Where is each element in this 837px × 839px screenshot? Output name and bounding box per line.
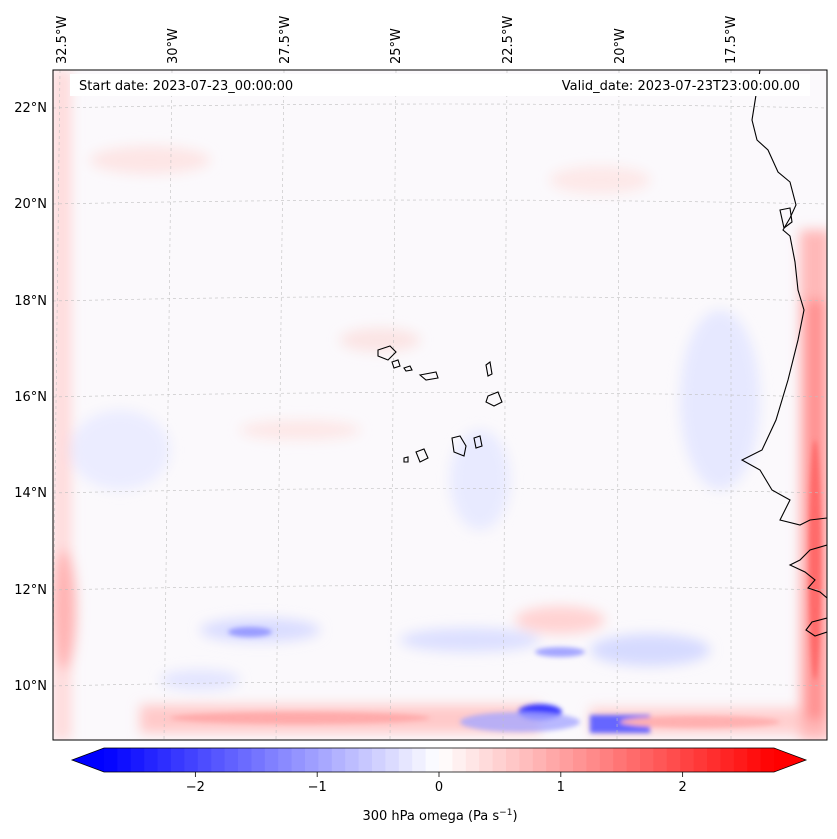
colorbar-segment: [144, 748, 158, 772]
colorbar-segment: [599, 748, 614, 772]
colorbar-segment: [278, 748, 292, 772]
colorbar-segment: [358, 748, 373, 772]
colorbar-segments: [104, 748, 775, 772]
lon-label: 22.5°W: [501, 16, 516, 64]
colorbar-segment: [157, 748, 172, 772]
colorbar-segment: [506, 748, 520, 772]
colorbar-extend-min: [72, 748, 104, 772]
colorbar-tick-label: −2: [186, 780, 205, 795]
colorbar-segment: [640, 748, 654, 772]
colorbar-outline: [70, 747, 808, 773]
colorbar-segment: [666, 748, 681, 772]
lon-label: 27.5°W: [278, 16, 293, 64]
lat-label: 14°N: [14, 486, 47, 501]
colorbar-segment: [439, 748, 453, 772]
graticule: [53, 70, 827, 740]
colorbar-segment: [345, 748, 359, 772]
colorbar-segment: [224, 748, 239, 772]
colorbar-segment: [238, 748, 252, 772]
colorbar-segment: [680, 748, 694, 772]
colorbar-segment: [546, 748, 560, 772]
lat-label: 10°N: [14, 679, 47, 694]
colorbar-segment: [613, 748, 627, 772]
colorbar-segment: [479, 748, 493, 772]
lon-label: 25°W: [389, 28, 404, 64]
colorbar-tick-label: −1: [308, 780, 327, 795]
colorbar-segment: [465, 748, 480, 772]
colorbar-segment: [398, 748, 413, 772]
colorbar-segment: [760, 748, 775, 772]
map-panel: Start date: 2023-07-23_00:00:00 Valid_da…: [52, 69, 828, 741]
colorbar-segment: [720, 748, 735, 772]
header-strip: [70, 74, 810, 96]
colorbar-segment: [653, 748, 668, 772]
valid-date: Valid_date: 2023-07-23T23:00:00.00: [562, 79, 800, 94]
colorbar-segment: [573, 748, 587, 772]
colorbar-segment: [291, 748, 306, 772]
colorbar-tick-label: 0: [435, 780, 443, 795]
colorbar-segment: [425, 748, 440, 772]
colorbar-segment: [747, 748, 761, 772]
colorbar-segment: [412, 748, 426, 772]
colorbar-segment: [251, 748, 266, 772]
lon-label: 20°W: [613, 28, 628, 64]
lon-label: 32.5°W: [55, 16, 70, 64]
colorbar-segment: [586, 748, 601, 772]
colorbar-segment: [532, 748, 547, 772]
lat-label: 22°N: [14, 101, 47, 116]
colorbar-ticks: −2 −1 0 1 2: [186, 772, 687, 795]
colorbar-segment: [492, 748, 507, 772]
omega-field: [53, 70, 827, 740]
colorbar-segment: [197, 748, 212, 772]
colorbar-segment: [733, 748, 748, 772]
colorbar-segment: [130, 748, 145, 772]
colorbar-segment: [452, 748, 467, 772]
colorbar-segment: [385, 748, 400, 772]
colorbar-segment: [331, 748, 346, 772]
colorbar-segment: [305, 748, 319, 772]
colorbar-segment: [104, 748, 118, 772]
colorbar-segment: [519, 748, 534, 772]
lat-label: 12°N: [14, 583, 47, 598]
colorbar-extend-max: [774, 748, 806, 772]
colorbar-segment: [184, 748, 199, 772]
colorbar-segment: [318, 748, 333, 772]
colorbar-segment: [171, 748, 185, 772]
map-frame: [52, 69, 828, 741]
colorbar-tick-label: 1: [557, 780, 565, 795]
colorbar-tick-label: 2: [678, 780, 686, 795]
lat-labels: 22°N 20°N 18°N 16°N 14°N 12°N 10°N: [14, 101, 47, 694]
colorbar-segment: [693, 748, 708, 772]
lon-labels: 32.5°W 30°W 27.5°W 25°W 22.5°W 20°W 17.5…: [55, 16, 739, 64]
coastline: [377, 70, 827, 637]
colorbar-segment: [559, 748, 574, 772]
lat-label: 20°N: [14, 197, 47, 212]
colorbar-segment: [372, 748, 386, 772]
colorbar: −2 −1 0 1 2 300 hPa omega (Pa s−1): [70, 747, 808, 824]
colorbar-segment: [264, 748, 279, 772]
colorbar-segment: [211, 748, 225, 772]
colorbar-label: 300 hPa omega (Pa s−1): [362, 808, 517, 824]
lon-label: 30°W: [166, 28, 181, 64]
colorbar-segment: [707, 748, 721, 772]
lat-label: 16°N: [14, 390, 47, 405]
lat-label: 18°N: [14, 294, 47, 309]
lon-label: 17.5°W: [724, 16, 739, 64]
colorbar-segment: [626, 748, 641, 772]
colorbar-segment: [117, 748, 132, 772]
start-date: Start date: 2023-07-23_00:00:00: [79, 79, 293, 94]
